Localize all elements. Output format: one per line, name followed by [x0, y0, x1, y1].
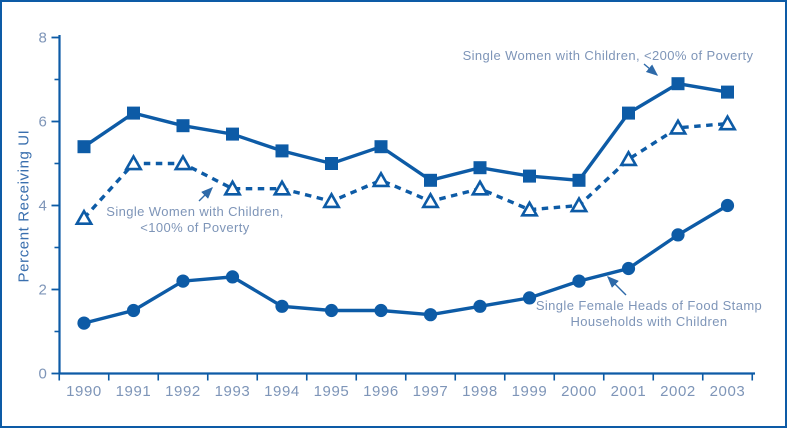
marker-circle-2003 [720, 198, 735, 213]
x-tick-label: 1990 [66, 383, 102, 400]
marker-square-2003 [721, 85, 734, 99]
x-tick-label: 1998 [462, 383, 498, 400]
marker-circle-1990 [77, 316, 91, 330]
marker-square-2001 [622, 106, 635, 120]
y-tick-label: 4 [39, 198, 48, 215]
series-line-2 [83, 204, 729, 325]
marker-square-1990 [77, 140, 91, 154]
series-line-0 [83, 81, 728, 183]
marker-circle-1999 [522, 291, 537, 305]
annotation-line: Single Women with Children, <200% of Pov… [462, 48, 754, 63]
y-tick-label: 0 [39, 366, 48, 383]
marker-triangle-2003 [718, 113, 737, 131]
x-tick-label: 1995 [314, 383, 350, 400]
marker-square-1992 [176, 119, 190, 133]
marker-triangle-2000 [569, 195, 589, 213]
series-line-1 [82, 121, 728, 220]
marker-circle-1991 [126, 303, 141, 318]
annotation-arrow-200pct [643, 63, 659, 76]
marker-square-1998 [473, 161, 487, 175]
marker-square-1997 [424, 173, 437, 187]
x-tick-label: 2002 [660, 383, 696, 400]
x-tick-label: 1997 [413, 383, 449, 400]
annotation-single-women-100pct: Single Women with Children, <100% of Pov… [106, 204, 283, 236]
marker-circle-2001 [621, 261, 636, 276]
marker-circle-2002 [671, 228, 685, 242]
marker-circle-1992 [176, 274, 190, 288]
marker-square-2002 [671, 77, 685, 91]
y-tick-label: 6 [39, 114, 48, 131]
marker-triangle-1993 [223, 179, 242, 196]
annotation-arrow-100pct [198, 187, 213, 202]
marker-square-1993 [226, 127, 239, 141]
marker-triangle-2001 [619, 149, 638, 167]
y-tick-label: 2 [39, 282, 48, 299]
annotation-line: Households with Children [570, 314, 728, 329]
marker-square-1991 [127, 106, 140, 120]
annotation-line: Single Female Heads of Food Stamp [535, 298, 763, 313]
y-tick-label: 8 [39, 30, 48, 47]
marker-square-1996 [374, 140, 388, 154]
marker-circle-1994 [275, 299, 289, 313]
x-tick-label: 1991 [116, 383, 152, 400]
annotation-food-stamp-heads: Single Female Heads of Food Stamp Househ… [536, 298, 762, 330]
marker-square-1994 [275, 144, 289, 158]
marker-square-2000 [572, 173, 586, 187]
marker-circle-1993 [225, 270, 240, 284]
marker-triangle-1999 [520, 200, 539, 217]
marker-triangle-1998 [470, 179, 490, 196]
annotation-line: <100% of Poverty [140, 220, 250, 235]
marker-circle-2000 [572, 274, 586, 288]
x-tick-label: 2001 [611, 383, 647, 400]
x-tick-label: 2000 [561, 383, 597, 400]
x-tick-label: 1992 [165, 383, 201, 400]
marker-circle-1995 [324, 303, 339, 318]
marker-triangle-2002 [668, 118, 688, 135]
marker-square-1999 [523, 169, 536, 183]
marker-triangle-1990 [74, 208, 94, 225]
marker-triangle-1994 [272, 179, 292, 196]
y-axis-title: Percent Receiving UI [15, 129, 33, 283]
marker-square-1995 [325, 157, 338, 170]
marker-circle-1996 [374, 303, 388, 318]
x-tick-label: 1999 [512, 383, 548, 400]
marker-circle-1997 [423, 308, 438, 322]
marker-triangle-1995 [322, 191, 341, 209]
marker-triangle-1996 [371, 170, 391, 188]
annotation-arrow-foodstamp [607, 276, 627, 296]
marker-triangle-1997 [421, 191, 440, 209]
x-tick-label: 2003 [710, 383, 746, 400]
marker-circle-1998 [473, 299, 487, 313]
annotation-single-women-200pct: Single Women with Children, <200% of Pov… [463, 48, 754, 64]
x-tick-label: 1994 [264, 383, 300, 400]
x-tick-label: 1993 [215, 383, 251, 400]
x-tick-label: 1996 [363, 383, 399, 400]
marker-triangle-1992 [173, 153, 193, 171]
marker-triangle-1991 [124, 153, 143, 171]
annotation-line: Single Women with Children, [106, 204, 284, 219]
